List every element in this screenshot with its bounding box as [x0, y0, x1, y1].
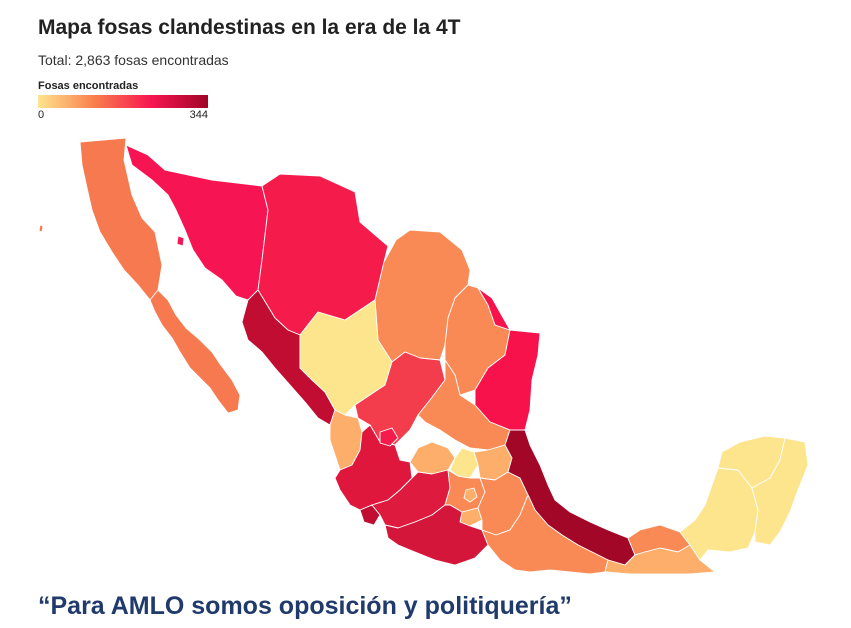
legend-min-label: 0 — [38, 109, 45, 121]
state-guanajuato[interactable] — [409, 441, 456, 475]
state-sinaloa[interactable] — [241, 289, 336, 426]
state-jalisco[interactable] — [334, 424, 413, 511]
island-sonora — [176, 235, 185, 247]
state-aguascalientes[interactable] — [379, 427, 399, 447]
map-title: Mapa fosas clandestinas en la era de la … — [38, 16, 461, 39]
island-baja-california — [38, 224, 44, 233]
state-san-luis-potosi[interactable] — [417, 359, 511, 451]
state-sonora[interactable] — [125, 144, 269, 301]
legend-ticks: 0 344 — [38, 108, 210, 122]
state-queretaro[interactable] — [449, 447, 479, 479]
state-colima[interactable] — [359, 504, 381, 526]
article-headline[interactable]: “Para AMLO somos oposición y politiquerí… — [38, 592, 572, 620]
state-ciudad-de-mexico[interactable] — [463, 487, 478, 503]
state-chiapas[interactable] — [604, 544, 716, 575]
state-oaxaca[interactable] — [481, 494, 609, 575]
state-zacatecas[interactable] — [354, 351, 446, 446]
state-baja-california-sur[interactable] — [149, 289, 241, 414]
legend-title: Fosas encontradas — [38, 80, 139, 92]
color-legend: Fosas encontradas 0 344 — [38, 80, 210, 122]
state-campeche[interactable] — [679, 467, 759, 561]
state-guerrero[interactable] — [384, 504, 489, 566]
legend-max-label: 344 — [189, 109, 208, 121]
state-quintana-roo[interactable] — [751, 437, 809, 546]
map-subtitle: Total: 2,863 fosas encontradas — [38, 52, 229, 68]
legend-gradient-bar — [38, 95, 208, 108]
